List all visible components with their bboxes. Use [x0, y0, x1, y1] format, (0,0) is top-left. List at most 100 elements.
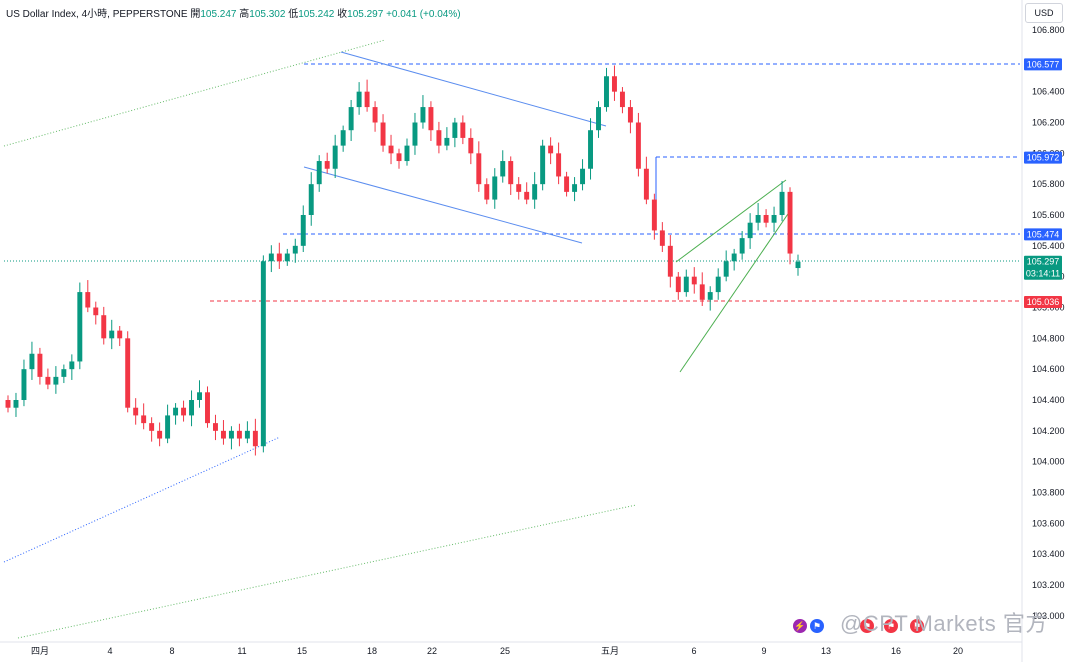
candle-body	[61, 369, 67, 377]
candle-body	[436, 130, 442, 146]
candle-body	[795, 261, 801, 269]
candle-body	[627, 107, 633, 123]
candle-body	[508, 161, 514, 185]
candle-body	[109, 330, 115, 339]
price-label-box	[1024, 255, 1062, 280]
candle-body	[268, 253, 274, 262]
candle-body	[69, 361, 75, 370]
y-tick-label: 103.000	[1032, 611, 1065, 621]
candle-body	[292, 245, 298, 254]
close-value: 105.297	[347, 9, 384, 20]
y-tick-label: 105.400	[1032, 241, 1065, 251]
price-label-box	[1024, 151, 1062, 164]
price-label-box	[1024, 295, 1062, 308]
candle-body	[731, 253, 737, 262]
candle-body	[444, 137, 450, 146]
y-tick-label: 106.800	[1032, 25, 1065, 35]
candle-body	[420, 107, 426, 123]
candle-body	[324, 161, 330, 169]
candle-body	[755, 215, 761, 223]
candle-body	[300, 215, 306, 246]
candle-body	[157, 430, 163, 439]
event-flag-icon[interactable]: ⚑	[810, 619, 824, 633]
x-tick-label: 16	[891, 646, 901, 656]
candle-body	[29, 353, 35, 370]
candle-body	[101, 315, 107, 339]
candle-body	[468, 137, 474, 154]
y-tick-label: 105.800	[1032, 179, 1065, 189]
price-label-text: 106.577	[1027, 59, 1060, 69]
candle-body	[284, 253, 290, 262]
high-label: 高	[239, 9, 250, 20]
price-label-box	[1024, 228, 1062, 241]
candle-body	[532, 184, 538, 200]
x-tick-label: 15	[297, 646, 307, 656]
event-flag-icon[interactable]: ⚑	[884, 619, 898, 633]
event-flag-icon[interactable]: ⚑	[860, 619, 874, 633]
x-tick-label: 四月	[31, 646, 49, 656]
y-tick-label: 104.600	[1032, 364, 1065, 374]
currency-button[interactable]: USD	[1025, 3, 1063, 23]
candle-body	[220, 430, 226, 439]
candle-body	[484, 184, 490, 200]
event-bolt-icon[interactable]: ⚡	[793, 619, 807, 633]
y-tick-label: 104.400	[1032, 395, 1065, 405]
x-tick-label: 22	[427, 646, 437, 656]
price-label-box	[1024, 58, 1062, 71]
candle-body	[125, 338, 131, 408]
candle-body	[516, 184, 522, 192]
candle-body	[683, 276, 689, 293]
candle-body	[213, 423, 218, 431]
candle-body	[181, 407, 187, 416]
chart-legend: US Dollar Index, 4小時, PEPPERSTONE 開105.2…	[6, 5, 461, 20]
candle-body	[380, 122, 386, 146]
candle-body	[189, 400, 195, 416]
candle-body	[356, 91, 362, 108]
candle-body	[492, 176, 498, 200]
candle-body	[691, 276, 697, 285]
candle-body	[763, 215, 769, 223]
candle-body	[364, 91, 370, 108]
event-flag-icon[interactable]: ⚑	[910, 619, 924, 633]
candle-body	[787, 191, 793, 254]
countdown-label: 03:14:11	[1026, 269, 1060, 279]
candle-body	[699, 284, 705, 300]
y-tick-label: 104.200	[1032, 426, 1065, 436]
y-tick-label: 106.200	[1032, 118, 1065, 128]
high-value: 105.302	[249, 9, 286, 20]
candle-body	[205, 392, 210, 424]
y-tick-label: 103.800	[1032, 488, 1065, 498]
price-label-text: 105.036	[1027, 297, 1060, 307]
candle-body	[13, 400, 19, 408]
candle-body	[723, 261, 729, 277]
y-tick-label: 103.200	[1032, 580, 1065, 590]
candle-body	[348, 107, 354, 131]
price-label-text: 105.972	[1027, 153, 1060, 163]
candle-body	[635, 122, 641, 169]
candle-body	[165, 415, 171, 439]
open-label: 開	[190, 9, 201, 20]
candle-body	[45, 376, 51, 385]
y-tick-label: 103.600	[1032, 518, 1065, 528]
candle-body	[643, 168, 649, 200]
x-tick-label: 18	[367, 646, 377, 656]
candle-body	[340, 130, 346, 146]
candle-body	[556, 153, 562, 177]
candle-body	[619, 91, 625, 108]
candle-body	[332, 145, 338, 169]
drawing-layer	[3, 39, 1020, 639]
candle-body	[276, 253, 282, 262]
price-labels: 106.577 105.972 105.474 105.297 03:14:11 105.…	[1024, 58, 1062, 308]
price-axis: 106.800106.400106.200106.000105.800105.6…	[1021, 0, 1065, 662]
x-tick-label: 4	[107, 646, 112, 656]
watermark: @CPT Markets 官方	[840, 611, 1048, 636]
x-tick-label: 13	[821, 646, 831, 656]
change-value: +0.041 (+0.04%)	[386, 9, 461, 20]
candle-body	[500, 161, 506, 177]
channel-upper-line	[340, 51, 607, 127]
price-label-text: 105.297	[1027, 257, 1060, 267]
trendline-bottom-dotted	[17, 504, 637, 639]
candle-body	[588, 130, 593, 169]
low-label: 低	[288, 9, 299, 20]
